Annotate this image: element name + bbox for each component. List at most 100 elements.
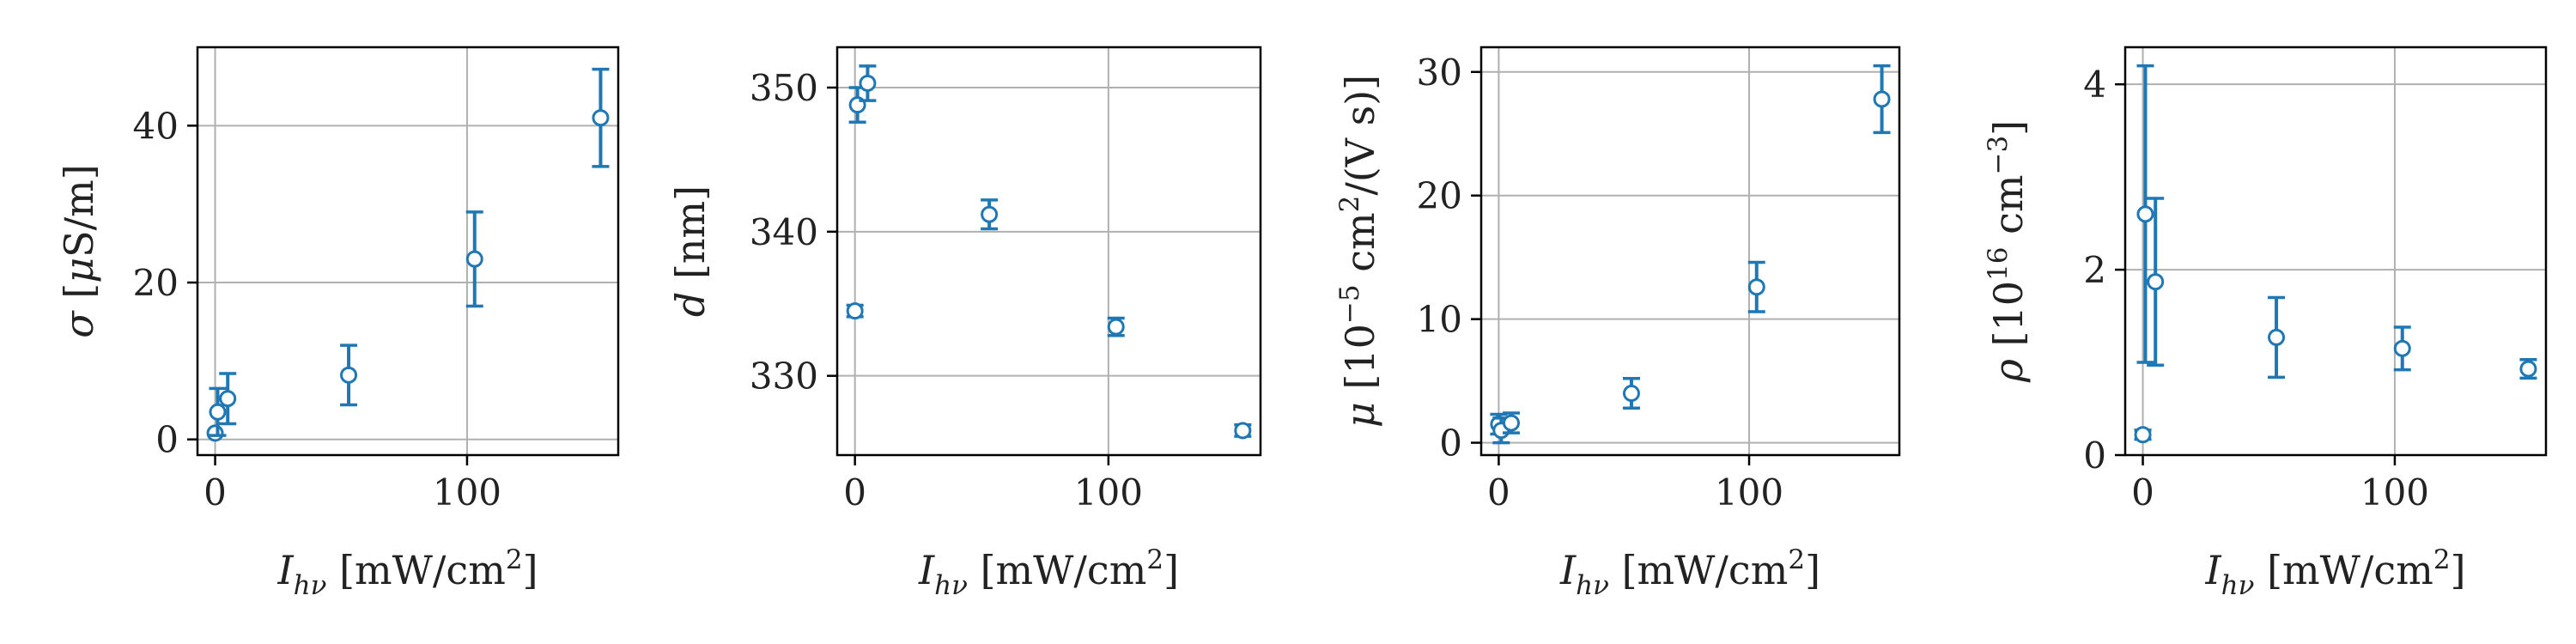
y-label-part: −3 [1983,136,2014,175]
chart-panel-1: 0 100 0 20 40 Ihν [mW/cm2] σ [μS/m] [56,46,620,601]
x-axis-label: Ihν [mW/cm2] [276,544,538,601]
y-tick-label: 10 [1417,299,1462,341]
data-marker [1622,385,1640,403]
y-tick-label: 0 [155,419,179,461]
y-tick-label: 2 [2083,249,2106,291]
x-label-part: 2 [506,544,523,575]
data-point-2 [2136,64,2154,364]
data-point-5 [2393,325,2411,372]
data-point-3 [859,64,877,102]
x-label-part: ] [1805,547,1820,593]
data-point-6 [1234,422,1252,440]
y-tick-label: 330 [750,355,818,398]
x-tick-label: 0 [2131,471,2154,513]
x-label-part: hν [1576,570,1609,601]
x-label-part: I [918,547,935,593]
data-point-4 [2268,295,2286,380]
axes-frame [1479,46,1901,457]
y-label-part: [10 [1985,281,2032,359]
x-tick-label: 100 [1715,471,1783,513]
x-label-part: 2 [2433,544,2451,575]
y-label-part: cm [1337,212,1383,284]
axes-frame [2123,46,2548,457]
y-tick-label: 40 [133,105,179,147]
data-point-1 [2134,426,2152,444]
y-label-part: /(V s)] [1337,75,1383,196]
x-label-part: 2 [1146,544,1163,575]
data-point-6 [592,67,610,168]
y-label-part: 2 [1334,196,1365,213]
data-marker [1234,422,1252,440]
data-point-1 [846,302,864,320]
y-axis-label: σ [μS/m] [56,164,102,337]
data-marker [1502,414,1520,432]
data-marker [209,403,227,421]
y-axis-label: ρ [1016 cm−3] [1983,120,2032,383]
y-axis-label: d [nm] [667,185,714,317]
y-label-part: S/m] [56,164,102,258]
x-label-part: 2 [1788,544,1805,575]
data-marker [206,424,224,442]
x-label-part: ] [2451,547,2466,593]
data-marker [2519,360,2537,378]
y-tick-label: 20 [133,262,179,304]
data-marker [859,74,877,92]
y-tick-label: 4 [2083,64,2106,106]
data-point-6 [1873,64,1891,135]
x-label-part: [mW/cm [2254,547,2433,593]
data-marker [846,302,864,320]
y-label-part: σ [56,310,102,338]
data-marker [2136,205,2154,223]
data-point-2 [848,86,866,125]
y-label-part: [10 [1337,324,1383,402]
x-label-part: I [2204,547,2221,593]
x-label-part: [mW/cm [968,547,1146,593]
data-marker [2268,328,2286,346]
data-marker [2147,273,2165,291]
x-tick-label: 0 [204,471,227,513]
data-marker [219,390,237,408]
y-axis-label: μ [10−5 cm2/(V s)] [1334,75,1383,428]
data-point-1 [206,424,224,442]
y-tick-label: 0 [2083,434,2106,477]
data-marker [1873,90,1891,108]
y-label-part: ] [1985,120,2032,136]
x-label-part: I [1559,547,1577,593]
y-tick-label: 340 [750,211,818,253]
data-point-5 [1747,260,1765,313]
chart-panel-2: 0 100 330 340 350 Ihν [mW/cm2] d [nm] [667,46,1262,601]
x-axis-label: Ihν [mW/cm2] [918,544,1179,601]
y-label-part: −5 [1334,284,1365,324]
data-point-5 [1107,316,1125,337]
data-marker [2134,426,2152,444]
data-point-6 [2519,358,2537,380]
y-tick-label: 0 [1439,422,1462,465]
data-marker [1747,278,1765,296]
data-marker [465,250,483,268]
x-tick-label: 100 [1074,471,1143,513]
y-label-part: [nm] [667,185,714,292]
data-point-4 [981,198,999,231]
x-label-part: hν [294,570,327,601]
y-tick-label: 350 [750,67,818,109]
x-tick-label: 100 [2360,471,2429,513]
x-axis-label: Ihν [mW/cm2] [2204,544,2465,601]
data-point-3 [1502,411,1520,434]
data-marker [981,205,999,223]
x-label-part: [mW/cm [326,547,505,593]
x-label-part: [mW/cm [1609,547,1788,593]
y-label-part: cm [1985,175,2032,247]
axes-frame [835,46,1262,457]
x-tick-label: 0 [843,471,866,513]
x-tick-label: 100 [433,471,501,513]
x-label-part: hν [2221,570,2255,601]
x-axis-label: Ihν [mW/cm2] [1559,544,1820,601]
y-label-part: ρ [1985,359,2032,383]
x-tick-label: 0 [1487,471,1510,513]
x-label-part: hν [934,570,968,601]
data-point-4 [1622,377,1640,410]
data-point-2 [209,386,227,437]
